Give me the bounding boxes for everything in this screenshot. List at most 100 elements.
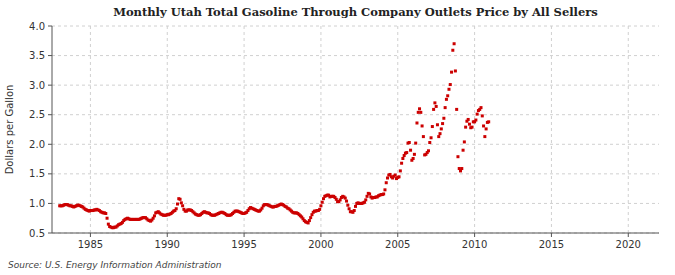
- point: [483, 135, 486, 138]
- point: [432, 108, 435, 111]
- annotation: Source: U.S. Energy Information Administ…: [8, 260, 222, 270]
- y-tick-label: 1.0: [29, 198, 45, 209]
- x-tick-label: 2000: [308, 239, 333, 250]
- x-tick-label: 2010: [462, 239, 487, 250]
- x-tick-label: 1985: [78, 239, 103, 250]
- x-tick-label: 1995: [231, 239, 256, 250]
- x-grid-line: [90, 26, 91, 233]
- point: [421, 124, 424, 127]
- point: [445, 98, 448, 101]
- point: [476, 113, 479, 116]
- point: [366, 195, 369, 198]
- point: [319, 204, 322, 207]
- x-tick: [474, 233, 475, 237]
- point: [442, 117, 445, 120]
- y-grid-line: [52, 173, 659, 174]
- point: [179, 198, 182, 201]
- point: [386, 176, 389, 179]
- x-grid-line: [244, 26, 245, 233]
- point: [460, 167, 463, 170]
- point: [405, 151, 408, 154]
- y-tick: [48, 85, 52, 86]
- x-tick: [167, 233, 168, 237]
- point: [398, 175, 401, 178]
- point: [401, 157, 404, 160]
- point: [427, 149, 430, 152]
- x-tick: [397, 233, 398, 237]
- point: [447, 88, 450, 91]
- point: [409, 149, 412, 152]
- point: [104, 212, 107, 215]
- point: [467, 118, 470, 121]
- point: [175, 207, 178, 210]
- point: [345, 200, 348, 203]
- x-tick-label: 2005: [385, 239, 410, 250]
- y-grid-line: [52, 144, 659, 145]
- grid: [52, 26, 659, 233]
- y-tick: [48, 233, 52, 234]
- y-tick: [48, 144, 52, 145]
- chart: 0.51.01.52.02.53.03.54.01985199019952000…: [0, 0, 675, 275]
- y-grid-line: [52, 55, 659, 56]
- point: [422, 135, 425, 138]
- point: [464, 126, 467, 129]
- point: [399, 169, 402, 172]
- y-tick-label: 1.5: [29, 168, 45, 179]
- point: [353, 209, 356, 212]
- point: [446, 94, 449, 97]
- point: [444, 106, 447, 109]
- point: [471, 126, 474, 129]
- point: [456, 155, 459, 158]
- point: [450, 71, 453, 74]
- point: [453, 42, 456, 45]
- point: [433, 101, 436, 104]
- x-tick: [551, 233, 552, 237]
- y-tick-label: 3.0: [29, 80, 45, 91]
- point: [413, 153, 416, 156]
- y-tick: [48, 26, 52, 27]
- title: Monthly Utah Total Gasoline Through Comp…: [113, 5, 598, 19]
- point: [309, 216, 312, 219]
- point: [454, 69, 457, 72]
- x-grid-line: [628, 26, 629, 233]
- y-grid-line: [52, 85, 659, 86]
- y-grid-line: [52, 114, 659, 115]
- point: [436, 123, 439, 126]
- point: [439, 132, 442, 135]
- point: [408, 141, 411, 144]
- points: [58, 42, 490, 229]
- point: [321, 201, 324, 204]
- x-grid-line: [474, 26, 475, 233]
- point: [430, 136, 433, 139]
- y-tick-label: 0.5: [29, 228, 45, 239]
- x-tick: [628, 233, 629, 237]
- y-tick-label: 4.0: [29, 21, 45, 32]
- x-axis-line: [52, 233, 659, 234]
- x-tick: [320, 233, 321, 237]
- y-tick: [48, 203, 52, 204]
- point: [364, 198, 367, 201]
- point: [419, 111, 422, 114]
- point: [383, 188, 386, 191]
- point: [344, 197, 347, 200]
- x-tick-label: 2020: [616, 239, 641, 250]
- point: [441, 122, 444, 125]
- point: [412, 157, 415, 160]
- point: [348, 207, 351, 210]
- point: [385, 181, 388, 184]
- point: [482, 124, 485, 127]
- x-grid-line: [551, 26, 552, 233]
- point: [431, 125, 434, 128]
- point: [480, 106, 483, 109]
- point: [308, 219, 311, 222]
- point: [437, 135, 440, 138]
- point: [481, 114, 484, 117]
- point: [354, 205, 357, 208]
- point: [455, 108, 458, 111]
- point: [153, 214, 156, 217]
- point: [346, 204, 349, 207]
- axes: 0.51.01.52.02.53.03.54.01985199019952000…: [29, 21, 659, 251]
- x-tick: [90, 233, 91, 237]
- x-grid-line: [167, 26, 168, 233]
- point: [368, 192, 371, 195]
